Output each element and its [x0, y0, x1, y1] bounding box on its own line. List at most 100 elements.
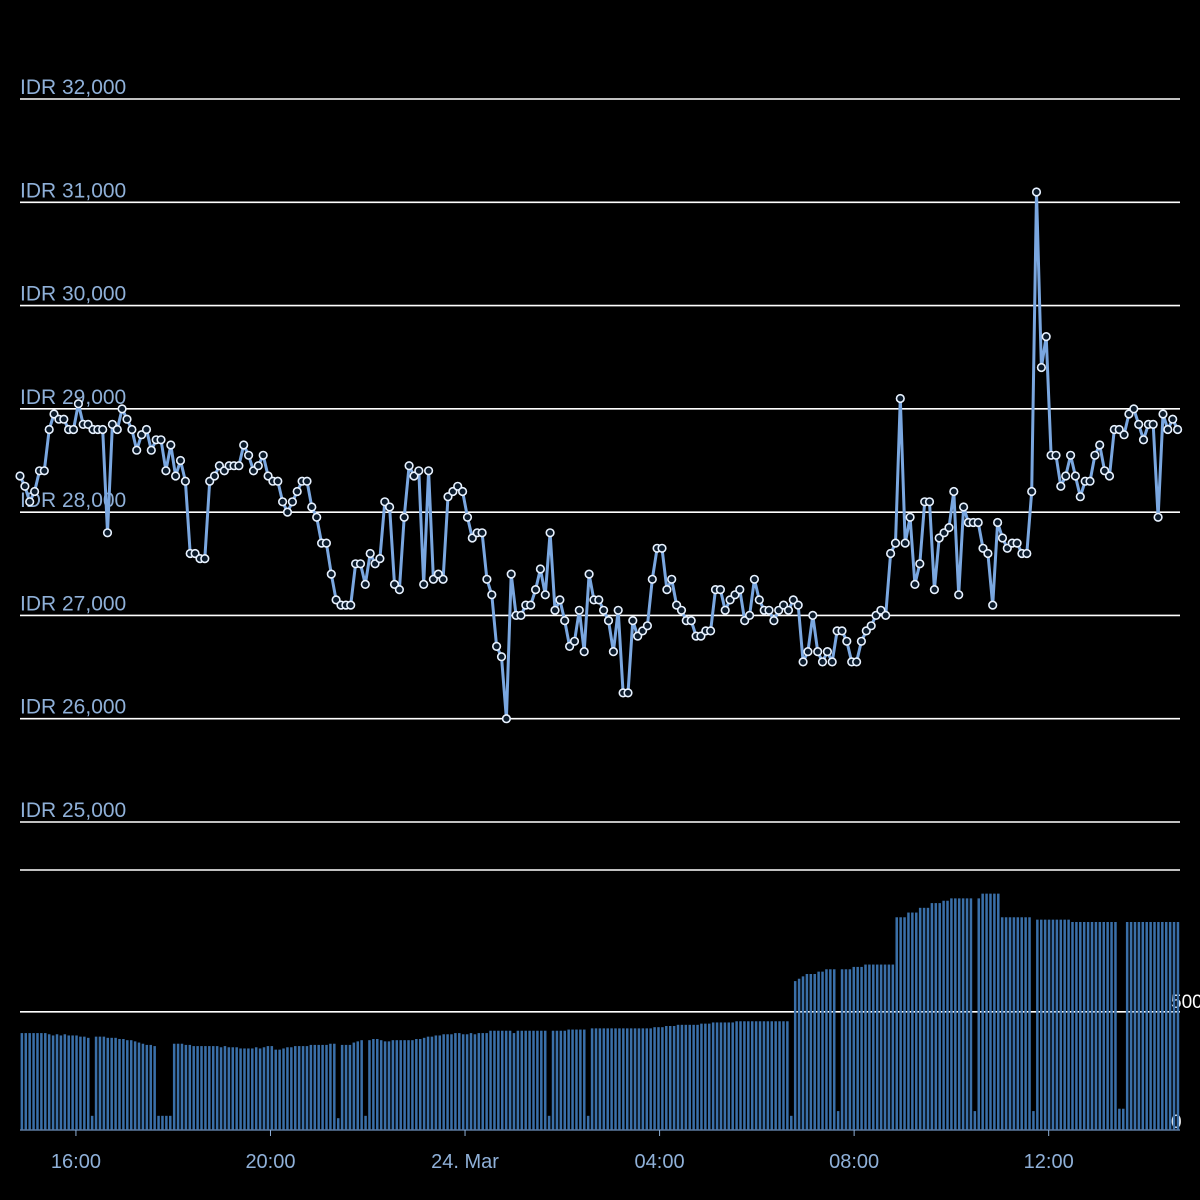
volume-bar	[465, 1034, 469, 1130]
volume-bar	[688, 1024, 691, 1130]
volume-bar	[934, 903, 938, 1130]
price-point	[141, 424, 152, 435]
volume-bar	[36, 1033, 39, 1130]
volume-bar	[1024, 917, 1027, 1130]
volume-bar	[1161, 922, 1164, 1130]
volume-bar	[430, 1036, 434, 1130]
price-point	[59, 414, 69, 424]
price-point	[744, 610, 755, 621]
volume-bar	[809, 974, 813, 1130]
volume-bar	[418, 1039, 422, 1130]
volume-bar	[903, 917, 906, 1130]
volume-bar	[817, 971, 820, 1130]
price-point	[122, 414, 132, 424]
price-point	[613, 605, 623, 615]
price-point	[424, 466, 434, 476]
volume-bar	[461, 1034, 465, 1130]
volume-bar	[825, 969, 828, 1130]
price-point	[822, 646, 833, 657]
price-point	[419, 579, 429, 590]
volume-bar	[204, 1046, 207, 1130]
volume-bar	[957, 898, 961, 1130]
price-point	[68, 424, 79, 435]
volume-bar	[161, 1115, 164, 1130]
price-point	[1027, 486, 1037, 497]
volume-bar	[446, 1034, 449, 1130]
volume-bar	[1122, 1108, 1125, 1130]
volume-bar	[1067, 919, 1070, 1130]
volume-bar	[559, 1030, 563, 1130]
volume-bar	[305, 1046, 309, 1130]
price-point	[234, 461, 244, 471]
volume-bar	[278, 1049, 281, 1130]
volume-bar	[1168, 922, 1172, 1130]
price-point	[793, 600, 803, 610]
volume-bar	[122, 1039, 125, 1130]
volume-bar	[262, 1047, 266, 1130]
price-point	[705, 626, 716, 636]
volume-bar	[954, 898, 957, 1130]
volume-bar	[571, 1029, 574, 1130]
volume-bar	[1039, 919, 1043, 1130]
volume-bar	[235, 1047, 238, 1130]
price-point	[1158, 409, 1168, 419]
volume-bar	[258, 1048, 262, 1130]
price-point	[477, 528, 487, 538]
price-point	[175, 455, 186, 466]
price-point	[827, 657, 837, 667]
price-point	[603, 615, 614, 626]
volume-bar	[411, 1040, 414, 1130]
volume-bar	[352, 1042, 356, 1130]
volume-bar	[165, 1115, 168, 1130]
price-point	[530, 584, 541, 595]
volume-bar	[735, 1021, 738, 1130]
volume-bar	[1106, 922, 1109, 1130]
volume-bar	[649, 1028, 652, 1130]
volume-bar	[219, 1047, 223, 1130]
volume-bar	[938, 903, 941, 1130]
volume-bar	[1098, 922, 1102, 1130]
price-point	[112, 424, 122, 435]
price-point	[1061, 471, 1071, 481]
volume-bar	[520, 1030, 524, 1130]
volume-bar	[301, 1046, 305, 1130]
volume-bar	[1032, 1111, 1035, 1130]
price-point	[156, 435, 166, 445]
volume-bar	[891, 964, 895, 1130]
volume-bar	[512, 1033, 516, 1130]
time-tick-label: 08:00	[829, 1151, 879, 1173]
price-point	[890, 538, 901, 548]
volume-bar	[356, 1041, 359, 1130]
volume-bar	[1063, 919, 1066, 1130]
volume-bar	[629, 1028, 633, 1130]
volume-bar	[247, 1048, 250, 1130]
volume-bar	[700, 1023, 703, 1130]
volume-bar	[44, 1033, 47, 1130]
volume-bar	[731, 1022, 734, 1130]
volume-bar	[434, 1035, 438, 1130]
volume-bar	[567, 1029, 570, 1130]
volume-bar	[67, 1035, 70, 1130]
price-point	[754, 595, 764, 605]
price-point	[1134, 419, 1144, 430]
volume-bar	[426, 1036, 430, 1130]
price-point	[25, 497, 35, 507]
volume-bar	[399, 1040, 402, 1130]
price-point	[662, 584, 672, 595]
volume-bar	[1149, 922, 1152, 1130]
volume-bar	[524, 1030, 527, 1130]
price-point	[1168, 414, 1178, 424]
price-point	[983, 548, 993, 559]
price-point	[239, 440, 249, 450]
price-point	[1041, 332, 1051, 342]
price-point	[39, 466, 49, 476]
price-point	[20, 481, 30, 491]
volume-bar	[290, 1047, 293, 1130]
time-tick-label: 12:00	[1024, 1151, 1074, 1173]
volume-bar	[1114, 922, 1117, 1130]
price-point	[1065, 450, 1076, 460]
volume-bar	[743, 1021, 746, 1130]
volume-bar	[1028, 917, 1031, 1130]
volume-tick-label: 500	[1171, 992, 1200, 1013]
volume-bar	[594, 1028, 598, 1130]
